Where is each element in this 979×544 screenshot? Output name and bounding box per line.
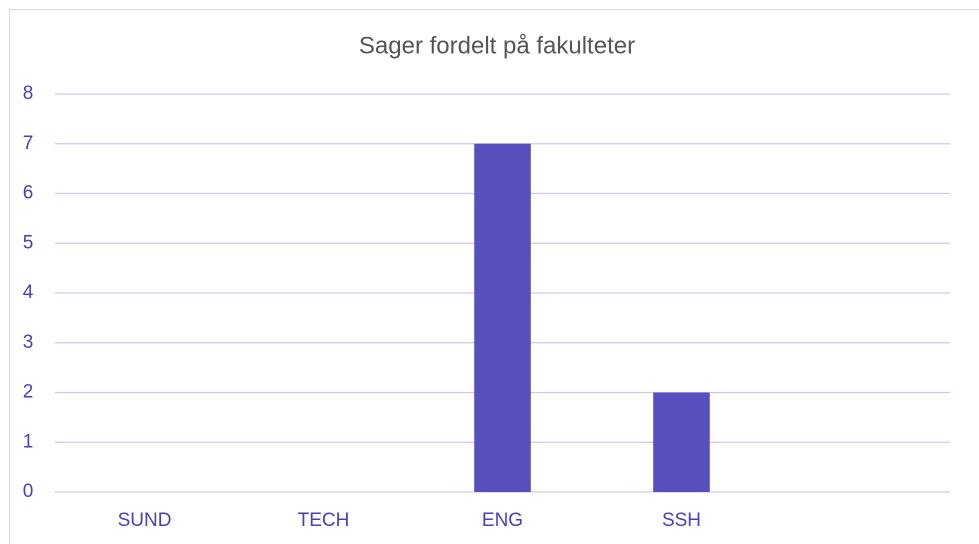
y-tick-label: 0	[23, 481, 34, 502]
chart-title: Sager fordelt på fakulteter	[359, 32, 635, 59]
y-tick-label: 1	[23, 431, 34, 452]
y-tick-label: 8	[23, 83, 34, 104]
x-tick-label: SSH	[662, 510, 701, 531]
x-tick-label: ENG	[482, 510, 523, 531]
y-tick-label: 2	[23, 382, 34, 403]
x-tick-label: SUND	[118, 510, 172, 531]
y-tick-label: 7	[23, 133, 34, 154]
y-tick-label: 5	[23, 232, 34, 253]
bar	[474, 143, 531, 492]
bar	[653, 392, 710, 492]
y-tick-label: 3	[23, 332, 34, 353]
chart-frame	[9, 9, 979, 544]
x-tick-label: TECH	[298, 510, 350, 531]
y-tick-label: 6	[23, 183, 34, 204]
y-tick-label: 4	[23, 282, 34, 303]
